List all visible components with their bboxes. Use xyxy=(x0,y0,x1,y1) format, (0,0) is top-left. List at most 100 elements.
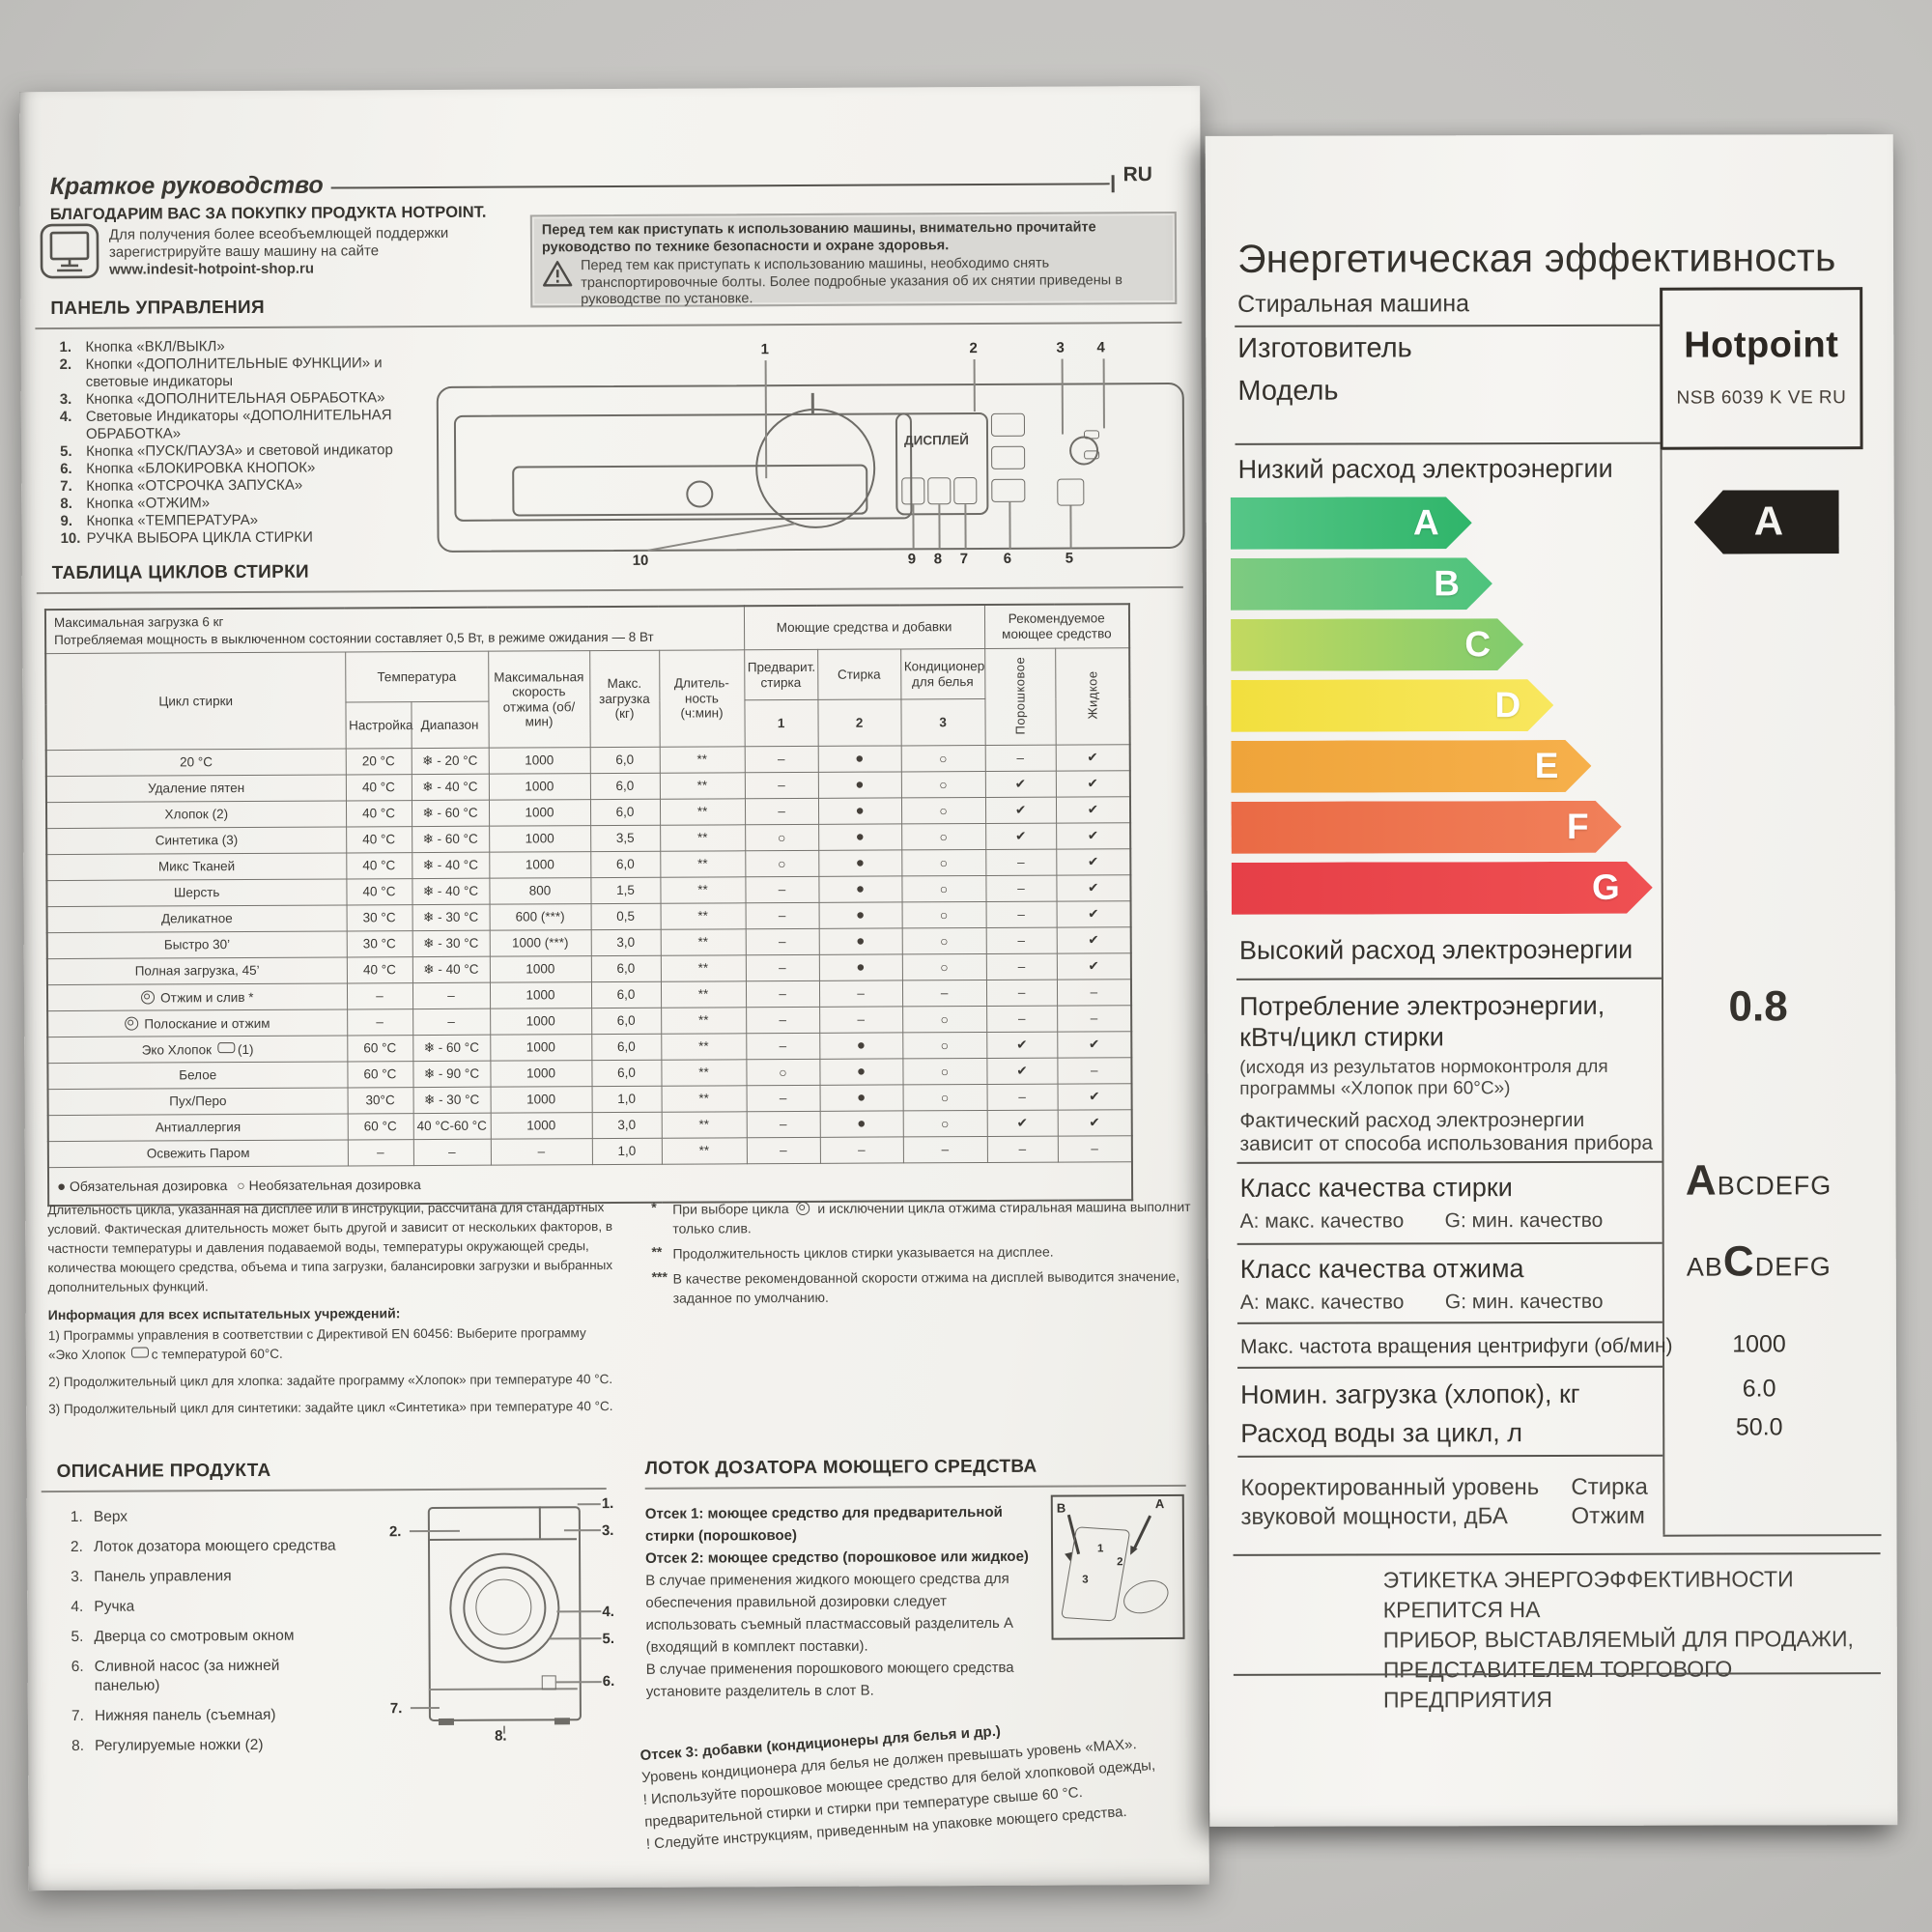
cycle-max-load: 6,0 xyxy=(591,1034,662,1061)
machine-callout: 2. xyxy=(388,1523,402,1541)
cycle-temp-range: ❄ - 90 °C xyxy=(412,1061,491,1088)
dose-conditioner: – xyxy=(902,1136,987,1163)
item-number: 1. xyxy=(70,1508,83,1525)
cycle-duration: ** xyxy=(661,1111,747,1139)
support-line: Для получения более всеобъемлющей поддер… xyxy=(108,224,449,243)
recommended-liquid: ✔ xyxy=(1055,744,1130,772)
cycle-max-load: 0,5 xyxy=(590,903,661,930)
energy-class-arrow-E: E xyxy=(1231,740,1591,793)
consumption-label2: кВтч/цикл стирки xyxy=(1239,1022,1444,1052)
tray-number: 3 xyxy=(1082,1574,1089,1586)
cycle-name: Быстро 30’ xyxy=(46,930,347,959)
item-text: Кнопка «ПУСК/ПАУЗА» и световой индикатор xyxy=(86,441,393,460)
product-part-item: 8. Регулируемые ножки (2) xyxy=(71,1735,429,1756)
noise-label2: звуковой мощности, дБА xyxy=(1240,1503,1508,1530)
actual-consumption-note1: Фактический расход электроэнергии xyxy=(1239,1108,1585,1132)
cycle-duration: ** xyxy=(660,928,746,956)
item-text: Нижняя панель (съемная) xyxy=(94,1706,276,1724)
dose-prewash: – xyxy=(745,876,819,903)
dose-wash: ● xyxy=(818,797,902,825)
cycle-max-spin: 1000 xyxy=(488,747,590,775)
recommended-powder: – xyxy=(986,1084,1058,1111)
brand-logo: Hotpoint xyxy=(1684,325,1839,366)
function-button xyxy=(991,445,1026,469)
control-panel-item: 2. Кнопки «ДОПОЛНИТЕЛЬНЫЕ ФУНКЦИИ» и свет… xyxy=(60,355,446,391)
cycle-duration: ** xyxy=(660,876,746,904)
cycle-max-spin: 1000 xyxy=(490,1060,592,1088)
tray-number: 1 xyxy=(1097,1543,1104,1555)
machine-callout: 8. xyxy=(495,1727,507,1745)
energy-class-letter: G xyxy=(1591,867,1620,907)
consumption-sub1: (исходя из результатов нормоконтроля для xyxy=(1239,1056,1608,1078)
dose-conditioner: ○ xyxy=(902,1110,987,1137)
cycle-max-spin: 1000 xyxy=(490,1034,592,1062)
machine-panel-divider xyxy=(538,1506,541,1539)
item-text: Кнопка «БЛОКИРОВКА КНОПОК» xyxy=(86,459,316,477)
recommended-powder: – xyxy=(986,1136,1058,1163)
cycle-max-load: 6,0 xyxy=(590,851,661,878)
cycle-duration: ** xyxy=(659,746,745,774)
cycle-name: Отжим и слив * xyxy=(46,982,348,1011)
control-panel-item: 1. Кнопка «ВКЛ/ВЫКЛ» xyxy=(59,337,445,356)
product-part-item: 4. Ручка xyxy=(71,1596,428,1617)
recommended-liquid: ✔ xyxy=(1057,1109,1132,1137)
recommended-liquid: ✔ xyxy=(1056,874,1131,902)
cycle-max-load: 6,0 xyxy=(591,1008,662,1035)
spin-class-min: G: мин. качество xyxy=(1444,1290,1604,1314)
recommended-liquid: ✔ xyxy=(1056,796,1131,824)
cycle-temp-range: ❄ - 60 °C xyxy=(411,800,490,827)
energy-class-letter: E xyxy=(1534,745,1559,786)
cycle-max-spin: – xyxy=(490,1138,592,1166)
recommended-powder: ✔ xyxy=(986,1032,1058,1059)
dose-prewash: – xyxy=(745,954,819,981)
cycle-temp-setting: – xyxy=(347,1009,413,1036)
callout-line xyxy=(1069,505,1072,549)
callout-line xyxy=(912,504,915,550)
section-rule xyxy=(36,585,1183,594)
col-group-additives: Моющие средства и добавки xyxy=(743,604,985,650)
slot-b-label: B xyxy=(1056,1500,1066,1516)
section-dispenser: ЛОТОК ДОЗАТОРА МОЮЩЕГО СРЕДСТВА xyxy=(644,1456,1037,1479)
energy-class-letter: D xyxy=(1494,685,1521,725)
consumption-label: Потребление электроэнергии, xyxy=(1239,990,1605,1021)
control-panel-item: 8. Кнопка «ОТЖИМ» xyxy=(60,494,446,513)
dose-conditioner: ○ xyxy=(901,797,986,824)
cycle-name: Эко Хлопок (1) xyxy=(47,1035,348,1064)
cycle-max-spin: 1000 xyxy=(489,825,591,853)
recommended-liquid: – xyxy=(1057,1057,1132,1085)
actual-consumption-note2: зависит от способа использования прибора xyxy=(1239,1131,1654,1155)
water-value: 50.0 xyxy=(1735,1413,1783,1441)
product-parts-list: 1. Верх 2. Лоток дозатора моющего средства 3… xyxy=(71,1506,429,1767)
recommended-liquid: ✔ xyxy=(1055,770,1131,798)
callout-number: 8 xyxy=(933,551,943,568)
item-number: 6. xyxy=(60,460,72,477)
drain-pump-box xyxy=(541,1675,556,1690)
callout-number: 5 xyxy=(1065,550,1074,567)
wash-class-value: ABCDEFG xyxy=(1685,1156,1833,1205)
item-number: 3. xyxy=(71,1568,84,1585)
footnote-star2: ** Продолжительность циклов стирки указы… xyxy=(651,1243,1054,1262)
cycle-duration: ** xyxy=(660,850,746,878)
callout-line xyxy=(410,1706,440,1709)
cycle-temp-range: ❄ - 30 °C xyxy=(412,904,490,931)
spin-drain-icon xyxy=(141,989,156,1005)
cycle-max-load: 6,0 xyxy=(590,981,662,1009)
cycle-temp-range: ❄ - 60 °C xyxy=(412,826,490,853)
recommended-powder: ✔ xyxy=(986,1110,1058,1137)
recommended-liquid: ✔ xyxy=(1056,900,1131,928)
recommended-liquid: ✔ xyxy=(1056,848,1131,876)
col-compartment-2: 2 xyxy=(817,698,901,747)
eco-cotton-icon xyxy=(130,1347,149,1358)
item-text: Кнопка «ТЕМПЕРАТУРА» xyxy=(86,511,259,529)
callout-line xyxy=(556,1610,602,1612)
compartment2-text: Отсек 2: моющее средство (порошковое или… xyxy=(645,1548,1029,1567)
liquid-detergent-text: В случае применения жидкого моющего сред… xyxy=(645,1570,1014,1656)
item-number: 1. xyxy=(59,338,72,355)
cycle-max-spin: 1000 xyxy=(490,1008,592,1036)
cycle-max-spin: 1000 xyxy=(488,773,590,801)
cycle-temp-setting: 30°C xyxy=(347,1087,413,1114)
low-consumption-text: Низкий расход электроэнергии xyxy=(1237,453,1613,484)
col-wash: Стирка xyxy=(817,648,901,700)
machine-foot xyxy=(554,1718,570,1725)
item-text: Лоток дозатора моющего средства xyxy=(93,1537,336,1555)
